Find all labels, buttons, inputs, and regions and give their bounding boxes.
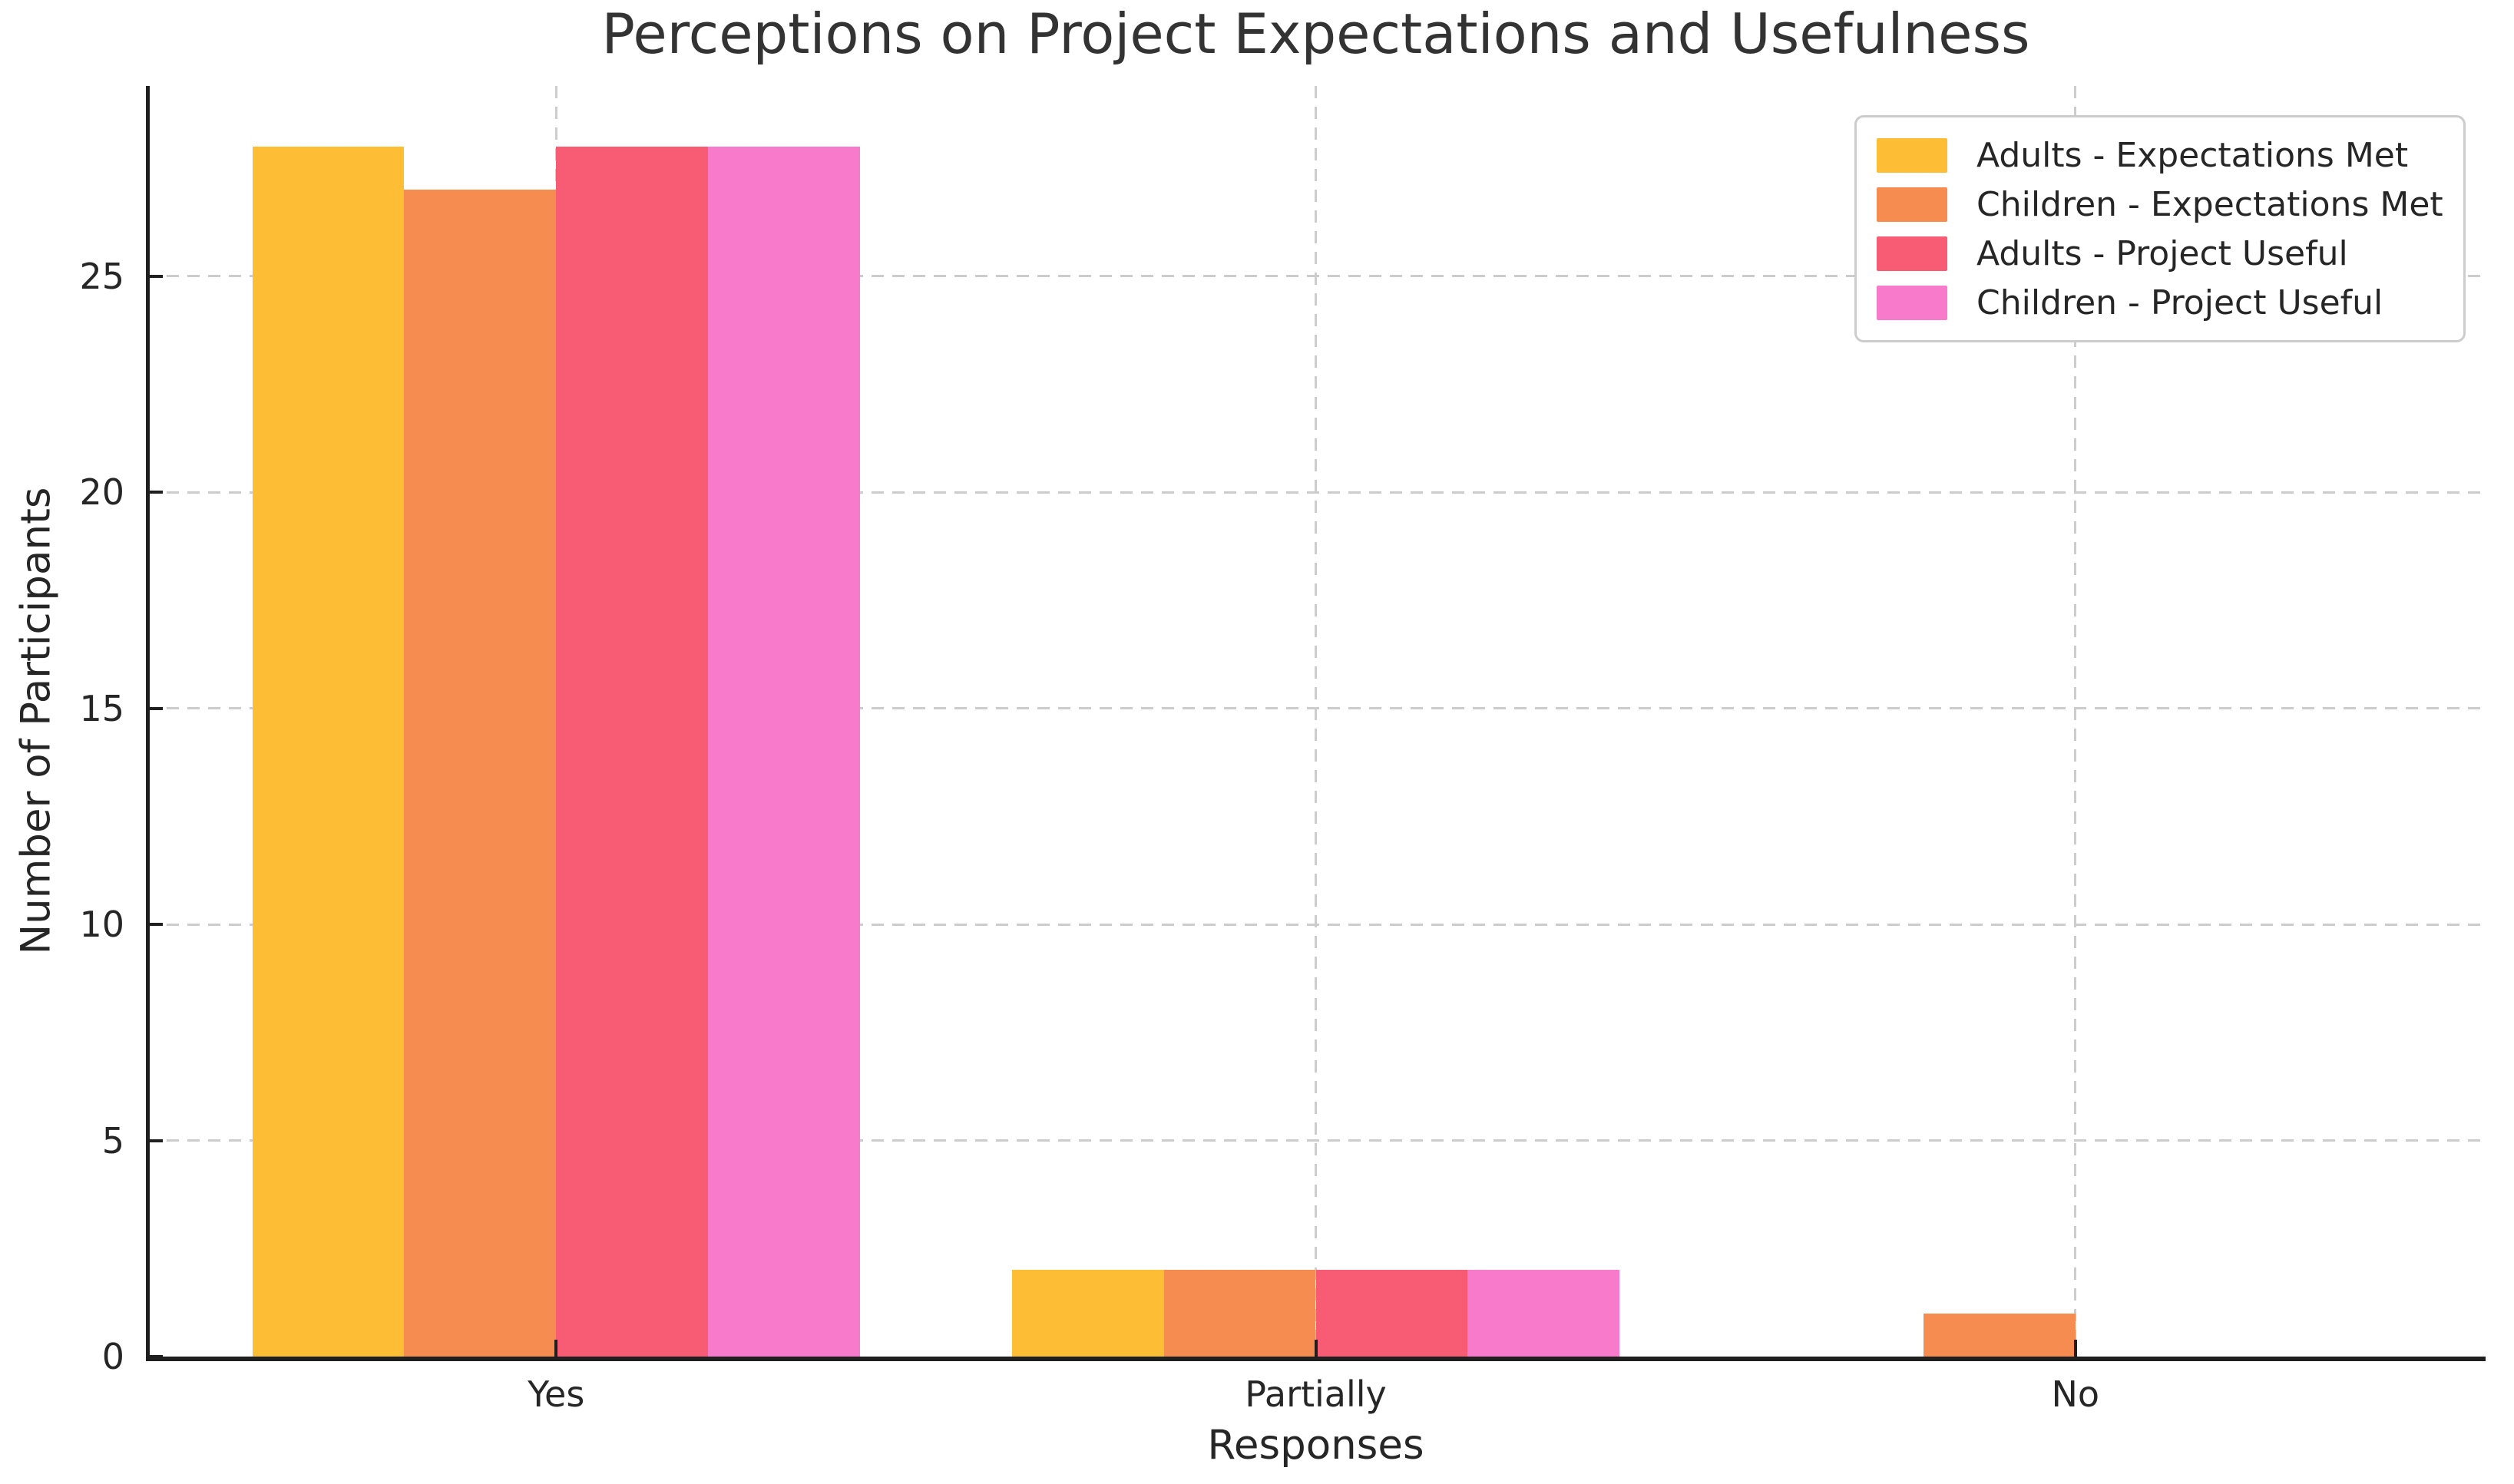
y-tick-mark [146, 491, 163, 494]
y-tick-mark [146, 274, 163, 278]
bar-yes-adults-expectations-met [252, 146, 405, 1357]
chart-title: Perceptions on Project Expectations and … [601, 2, 2030, 66]
y-tick-label: 20 [79, 471, 124, 514]
x-tick-mark [554, 1340, 558, 1357]
bar-partially-adults-expectations-met [1011, 1270, 1164, 1357]
legend-item-adults-project-useful: Adults - Project Useful [1877, 231, 2443, 276]
y-tick-mark [146, 923, 163, 927]
legend: Adults - Expectations Met Children - Expe… [1854, 115, 2466, 342]
x-tick-mark [1314, 1340, 1318, 1357]
y-tick-mark [146, 706, 163, 710]
y-tick-label: 5 [101, 1119, 124, 1162]
y-tick-mark [146, 1139, 163, 1142]
v-gridline [1315, 86, 1317, 1357]
legend-swatch-icon [1877, 285, 1947, 320]
x-axis-spine [146, 1357, 2486, 1361]
bar-partially-adults-project-useful [1315, 1270, 1468, 1357]
y-tick-label: 15 [79, 687, 124, 729]
bar-yes-children-project-useful [708, 146, 860, 1357]
bar-yes-children-expectations-met [404, 190, 557, 1357]
legend-label: Children - Project Useful [1976, 283, 2383, 322]
v-gridline [2074, 86, 2077, 1357]
legend-item-adults-expectations-met: Adults - Expectations Met [1877, 133, 2443, 177]
bar-no-children-expectations-met [1923, 1313, 2076, 1357]
legend-swatch-icon [1877, 187, 1947, 222]
y-tick-label: 25 [79, 255, 124, 297]
x-tick-mark [2073, 1340, 2077, 1357]
y-tick-label: 10 [79, 904, 124, 946]
x-tick-label-no: No [2051, 1373, 2100, 1415]
bar-partially-children-expectations-met [1163, 1270, 1316, 1357]
bar-partially-children-project-useful [1467, 1270, 1620, 1357]
legend-swatch-icon [1877, 137, 1947, 173]
legend-swatch-icon [1877, 236, 1947, 271]
y-axis-label: Number of Participants [12, 487, 60, 955]
x-tick-label-yes: Yes [528, 1373, 585, 1415]
legend-item-children-expectations-met: Children - Expectations Met [1877, 182, 2443, 226]
legend-label: Children - Expectations Met [1976, 184, 2443, 224]
x-tick-label-partially: Partially [1245, 1373, 1387, 1415]
legend-label: Adults - Expectations Met [1976, 135, 2409, 175]
legend-label: Adults - Project Useful [1976, 233, 2348, 273]
x-axis-label: Responses [1207, 1422, 1424, 1469]
y-tick-label: 0 [101, 1336, 124, 1377]
bar-yes-adults-project-useful [556, 146, 709, 1357]
y-axis-spine [146, 86, 150, 1361]
legend-item-children-project-useful: Children - Project Useful [1877, 280, 2443, 325]
